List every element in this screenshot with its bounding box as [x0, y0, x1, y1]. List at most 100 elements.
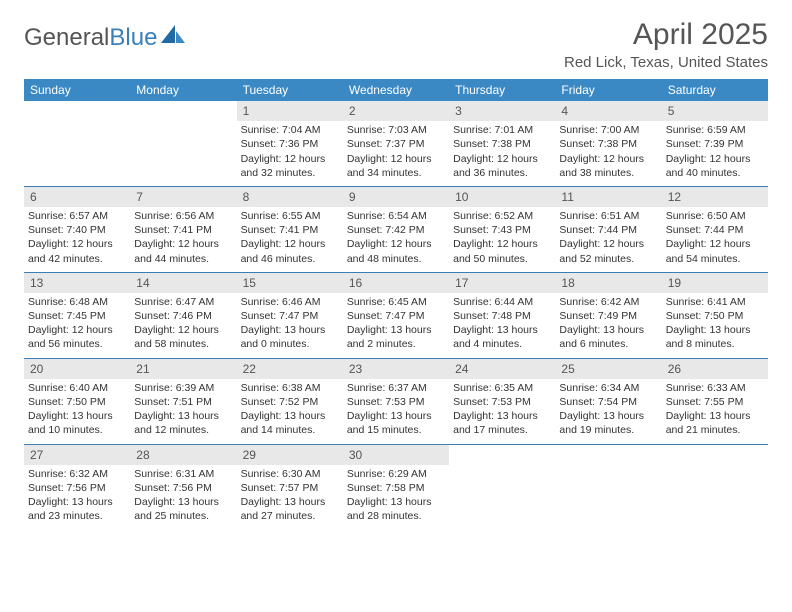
daylight-line: Daylight: 13 hours and 19 minutes. [559, 409, 657, 437]
day-cell: 6Sunrise: 6:57 AMSunset: 7:40 PMDaylight… [24, 187, 130, 272]
sunrise-line: Sunrise: 7:03 AM [347, 123, 445, 137]
daylight-line: Daylight: 12 hours and 56 minutes. [28, 323, 126, 351]
day-of-week-header: Sunday Monday Tuesday Wednesday Thursday… [24, 79, 768, 101]
daylight-line: Daylight: 12 hours and 32 minutes. [241, 152, 339, 180]
sunset-line: Sunset: 7:54 PM [559, 395, 657, 409]
week-row: ..1Sunrise: 7:04 AMSunset: 7:36 PMDaylig… [24, 101, 768, 187]
day-cell: 11Sunrise: 6:51 AMSunset: 7:44 PMDayligh… [555, 187, 661, 272]
sunset-line: Sunset: 7:37 PM [347, 137, 445, 151]
dow-sunday: Sunday [24, 79, 130, 101]
sunset-line: Sunset: 7:36 PM [241, 137, 339, 151]
sunset-line: Sunset: 7:42 PM [347, 223, 445, 237]
day-cell: 21Sunrise: 6:39 AMSunset: 7:51 PMDayligh… [130, 359, 236, 444]
sunset-line: Sunset: 7:55 PM [666, 395, 764, 409]
day-cell: 14Sunrise: 6:47 AMSunset: 7:46 PMDayligh… [130, 273, 236, 358]
sunset-line: Sunset: 7:38 PM [453, 137, 551, 151]
calendar-grid: Sunday Monday Tuesday Wednesday Thursday… [24, 79, 768, 529]
daylight-line: Daylight: 13 hours and 15 minutes. [347, 409, 445, 437]
sunrise-line: Sunrise: 7:04 AM [241, 123, 339, 137]
sunrise-line: Sunrise: 7:01 AM [453, 123, 551, 137]
day-cell: 4Sunrise: 7:00 AMSunset: 7:38 PMDaylight… [555, 101, 661, 186]
sunrise-line: Sunrise: 6:51 AM [559, 209, 657, 223]
sunset-line: Sunset: 7:41 PM [134, 223, 232, 237]
sunrise-line: Sunrise: 6:46 AM [241, 295, 339, 309]
sunset-line: Sunset: 7:38 PM [559, 137, 657, 151]
day-body: Sunrise: 6:33 AMSunset: 7:55 PMDaylight:… [662, 379, 768, 444]
day-cell: 8Sunrise: 6:55 AMSunset: 7:41 PMDaylight… [237, 187, 343, 272]
day-number: 6 [24, 187, 130, 207]
day-body: Sunrise: 6:50 AMSunset: 7:44 PMDaylight:… [662, 207, 768, 272]
day-cell: 2Sunrise: 7:03 AMSunset: 7:37 PMDaylight… [343, 101, 449, 186]
week-row: 6Sunrise: 6:57 AMSunset: 7:40 PMDaylight… [24, 187, 768, 273]
day-body: Sunrise: 6:48 AMSunset: 7:45 PMDaylight:… [24, 293, 130, 358]
day-body: Sunrise: 6:46 AMSunset: 7:47 PMDaylight:… [237, 293, 343, 358]
day-number: 14 [130, 273, 236, 293]
day-number: 19 [662, 273, 768, 293]
sunset-line: Sunset: 7:49 PM [559, 309, 657, 323]
day-number: 16 [343, 273, 449, 293]
sunset-line: Sunset: 7:53 PM [453, 395, 551, 409]
day-cell: 17Sunrise: 6:44 AMSunset: 7:48 PMDayligh… [449, 273, 555, 358]
daylight-line: Daylight: 12 hours and 52 minutes. [559, 237, 657, 265]
sunrise-line: Sunrise: 6:41 AM [666, 295, 764, 309]
sunrise-line: Sunrise: 6:33 AM [666, 381, 764, 395]
week-row: 20Sunrise: 6:40 AMSunset: 7:50 PMDayligh… [24, 359, 768, 445]
daylight-line: Daylight: 13 hours and 28 minutes. [347, 495, 445, 523]
sunrise-line: Sunrise: 6:31 AM [134, 467, 232, 481]
day-number: 30 [343, 445, 449, 465]
day-body: Sunrise: 6:38 AMSunset: 7:52 PMDaylight:… [237, 379, 343, 444]
day-number: 24 [449, 359, 555, 379]
day-number: 29 [237, 445, 343, 465]
sunset-line: Sunset: 7:43 PM [453, 223, 551, 237]
sunset-line: Sunset: 7:47 PM [241, 309, 339, 323]
day-number: 2 [343, 101, 449, 121]
day-number: 12 [662, 187, 768, 207]
week-row: 13Sunrise: 6:48 AMSunset: 7:45 PMDayligh… [24, 273, 768, 359]
day-number: 23 [343, 359, 449, 379]
sunset-line: Sunset: 7:56 PM [28, 481, 126, 495]
day-number: 27 [24, 445, 130, 465]
sunrise-line: Sunrise: 6:40 AM [28, 381, 126, 395]
day-body: Sunrise: 6:39 AMSunset: 7:51 PMDaylight:… [130, 379, 236, 444]
sunset-line: Sunset: 7:39 PM [666, 137, 764, 151]
day-cell: 22Sunrise: 6:38 AMSunset: 7:52 PMDayligh… [237, 359, 343, 444]
page-header: GeneralBlue April 2025 Red Lick, Texas, … [24, 18, 768, 71]
day-body: Sunrise: 6:44 AMSunset: 7:48 PMDaylight:… [449, 293, 555, 358]
sunset-line: Sunset: 7:44 PM [559, 223, 657, 237]
day-number: 26 [662, 359, 768, 379]
day-cell: 16Sunrise: 6:45 AMSunset: 7:47 PMDayligh… [343, 273, 449, 358]
sunrise-line: Sunrise: 6:47 AM [134, 295, 232, 309]
day-body: Sunrise: 6:45 AMSunset: 7:47 PMDaylight:… [343, 293, 449, 358]
day-body: Sunrise: 6:55 AMSunset: 7:41 PMDaylight:… [237, 207, 343, 272]
daylight-line: Daylight: 13 hours and 8 minutes. [666, 323, 764, 351]
day-number: 13 [24, 273, 130, 293]
sunrise-line: Sunrise: 6:55 AM [241, 209, 339, 223]
day-cell: 24Sunrise: 6:35 AMSunset: 7:53 PMDayligh… [449, 359, 555, 444]
day-body: Sunrise: 6:41 AMSunset: 7:50 PMDaylight:… [662, 293, 768, 358]
daylight-line: Daylight: 12 hours and 58 minutes. [134, 323, 232, 351]
sunset-line: Sunset: 7:51 PM [134, 395, 232, 409]
day-cell: . [449, 445, 555, 530]
location-subtitle: Red Lick, Texas, United States [564, 54, 768, 71]
day-cell: 3Sunrise: 7:01 AMSunset: 7:38 PMDaylight… [449, 101, 555, 186]
logo-text-part1: General [24, 24, 109, 52]
day-cell: 7Sunrise: 6:56 AMSunset: 7:41 PMDaylight… [130, 187, 236, 272]
day-cell: 27Sunrise: 6:32 AMSunset: 7:56 PMDayligh… [24, 445, 130, 530]
day-number: 10 [449, 187, 555, 207]
dow-tuesday: Tuesday [237, 79, 343, 101]
dow-saturday: Saturday [662, 79, 768, 101]
day-body: Sunrise: 6:47 AMSunset: 7:46 PMDaylight:… [130, 293, 236, 358]
sunrise-line: Sunrise: 6:29 AM [347, 467, 445, 481]
day-number: 20 [24, 359, 130, 379]
daylight-line: Daylight: 12 hours and 40 minutes. [666, 152, 764, 180]
daylight-line: Daylight: 12 hours and 48 minutes. [347, 237, 445, 265]
day-number: 9 [343, 187, 449, 207]
daylight-line: Daylight: 12 hours and 54 minutes. [666, 237, 764, 265]
month-title: April 2025 [564, 18, 768, 52]
daylight-line: Daylight: 13 hours and 27 minutes. [241, 495, 339, 523]
weeks-container: ..1Sunrise: 7:04 AMSunset: 7:36 PMDaylig… [24, 101, 768, 529]
week-row: 27Sunrise: 6:32 AMSunset: 7:56 PMDayligh… [24, 445, 768, 530]
day-body: Sunrise: 6:34 AMSunset: 7:54 PMDaylight:… [555, 379, 661, 444]
day-number: 18 [555, 273, 661, 293]
sunrise-line: Sunrise: 6:50 AM [666, 209, 764, 223]
